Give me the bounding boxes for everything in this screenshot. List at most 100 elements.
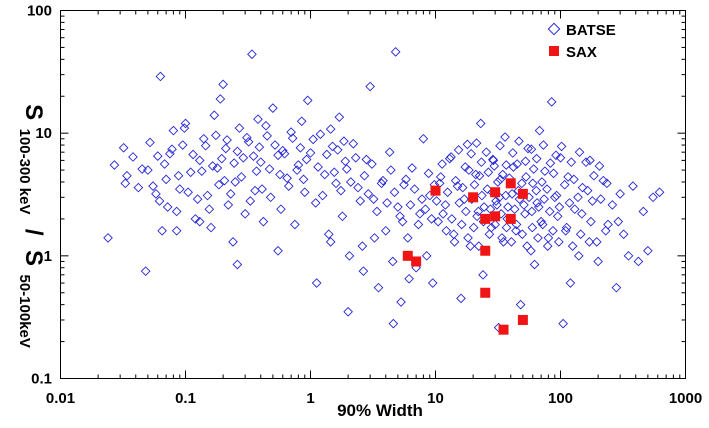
batse-point <box>431 196 442 206</box>
batse-point <box>437 159 447 169</box>
batse-point <box>554 202 565 212</box>
batse-point <box>537 219 548 230</box>
batse-point <box>402 233 413 243</box>
batse-point <box>329 167 340 178</box>
batse-point <box>465 241 476 251</box>
batse-point <box>287 133 298 144</box>
batse-point <box>576 208 587 219</box>
batse-point <box>339 136 349 147</box>
batse-point <box>407 163 417 173</box>
batse-point <box>574 147 585 158</box>
y-tick-label: 100 <box>27 3 52 20</box>
batse-point <box>476 157 487 168</box>
batse-point <box>162 202 173 212</box>
batse-point <box>611 282 622 293</box>
batse-point <box>584 237 595 247</box>
batse-point <box>154 196 165 206</box>
batse-point <box>503 202 513 212</box>
batse-point <box>230 177 241 187</box>
batse-point <box>177 140 188 150</box>
batse-point <box>528 164 539 174</box>
batse-point <box>194 155 205 166</box>
batse-point <box>469 179 480 190</box>
batse-point <box>453 145 464 155</box>
x-tick-label: 0.1 <box>175 390 196 407</box>
batse-point <box>549 192 560 203</box>
batse-point <box>245 196 256 206</box>
batse-point <box>420 204 431 215</box>
batse-point <box>409 184 420 194</box>
x-tick-label: 10 <box>427 390 444 407</box>
batse-point <box>575 229 586 240</box>
batse-point <box>214 179 224 190</box>
batse-point <box>315 129 326 140</box>
batse-point <box>358 266 369 276</box>
batse-point <box>253 114 263 125</box>
batse-point <box>623 250 634 261</box>
batse-point <box>183 187 193 198</box>
batse-point <box>155 71 166 82</box>
batse-point <box>194 216 205 227</box>
batse-point <box>248 151 259 161</box>
batse-point <box>594 161 605 171</box>
batse-point <box>446 214 457 224</box>
batse-point <box>520 208 530 219</box>
batse-point <box>355 196 366 206</box>
sax-point <box>480 213 491 224</box>
batse-point <box>421 250 432 261</box>
batse-point <box>257 184 267 194</box>
batse-point <box>211 130 221 141</box>
batse-point <box>471 138 482 148</box>
batse-point <box>365 81 375 92</box>
batse-point <box>598 175 609 186</box>
batse-point <box>475 118 486 129</box>
batse-point <box>262 131 272 141</box>
batse-point <box>204 204 215 215</box>
batse-point <box>215 94 226 104</box>
y-tick-label: 1 <box>44 248 52 265</box>
sax-point <box>480 287 491 298</box>
batse-point <box>268 103 278 113</box>
batse-point <box>479 202 489 212</box>
x-tick-label: 1 <box>306 390 314 407</box>
batse-point <box>367 159 377 169</box>
batse-point <box>546 97 557 107</box>
batse-point <box>261 120 271 131</box>
legend-marker-batse <box>547 22 561 36</box>
batse-point <box>457 182 468 193</box>
batse-point <box>413 219 424 230</box>
batse-point <box>386 165 396 175</box>
batse-point <box>336 185 346 196</box>
batse-point <box>577 182 588 193</box>
batse-point <box>581 157 591 168</box>
batse-point <box>298 174 309 185</box>
batse-point <box>509 204 520 215</box>
batse-point <box>484 229 495 240</box>
batse-point <box>223 200 234 210</box>
batse-point <box>344 250 355 261</box>
y-tick-label: 10 <box>35 125 52 142</box>
batse-point <box>225 189 236 199</box>
batse-point <box>192 194 203 204</box>
batse-point <box>426 214 437 224</box>
batse-point <box>202 190 213 201</box>
batse-point <box>526 245 536 256</box>
batse-point <box>368 194 379 204</box>
batse-point <box>159 159 170 169</box>
batse-point <box>477 190 487 201</box>
batse-point <box>218 79 228 90</box>
batse-point <box>376 178 387 189</box>
batse-point <box>555 152 566 163</box>
batse-point <box>254 142 265 152</box>
batse-point <box>279 148 290 159</box>
batse-point <box>317 190 328 201</box>
batse-point <box>602 178 612 189</box>
batse-point <box>363 189 374 199</box>
sax-point <box>505 178 516 189</box>
batse-point <box>423 168 434 179</box>
legend-label-sax: SAX <box>566 44 597 61</box>
batse-point <box>638 206 649 217</box>
batse-point <box>140 266 151 276</box>
points-layer <box>103 47 665 335</box>
batse-point <box>128 152 138 162</box>
